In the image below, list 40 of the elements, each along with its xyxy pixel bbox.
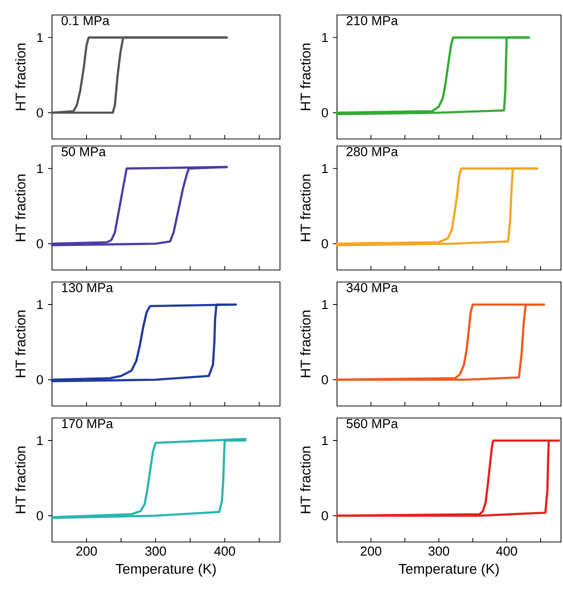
y-axis-title: HT fraction (15, 44, 26, 110)
x-axis-title: Temperature (K) (116, 564, 216, 577)
x-tick-label: 400 (214, 546, 236, 556)
y-tick-label: 1 (322, 300, 328, 310)
x-axis-title: Temperature (K) (398, 564, 499, 577)
x-tick-label: 400 (496, 546, 518, 556)
x-tick-label: 200 (360, 546, 382, 556)
y-tick-label: 1 (37, 436, 43, 446)
y-tick-label: 1 (37, 300, 43, 310)
y-tick-label: 0 (36, 239, 43, 248)
chart-title: 170 MPa (62, 419, 114, 428)
chart-title: 280 MPa (346, 147, 398, 156)
y-tick-label: 1 (37, 164, 43, 174)
y-tick-label: 0 (322, 511, 328, 520)
x-tick-label: 300 (145, 546, 166, 556)
y-tick-label: 1 (322, 33, 328, 42)
y-tick-label: 0 (322, 375, 328, 384)
y-tick-label: 0 (322, 239, 328, 248)
y-axis-title: HT fraction (15, 446, 26, 514)
y-axis-title: HT fraction (15, 174, 26, 242)
y-tick-label: 0 (36, 511, 43, 520)
y-tick-label: 1 (322, 436, 328, 446)
x-tick-label: 300 (428, 546, 450, 556)
y-axis-title: HT fraction (300, 310, 310, 378)
x-tick-label: 200 (76, 546, 97, 556)
chart-title: 0.1 MPa (62, 16, 110, 26)
y-axis-title: HT fraction (15, 310, 26, 378)
y-tick-label: 0 (36, 375, 43, 384)
y-tick-label: 1 (37, 33, 43, 42)
y-axis-title: HT fraction (300, 44, 310, 110)
chart-title: 340 MPa (346, 283, 398, 292)
y-tick-label: 0 (36, 108, 43, 118)
y-axis-title: HT fraction (300, 174, 310, 242)
y-tick-label: 0 (322, 108, 328, 118)
y-tick-label: 1 (322, 164, 328, 174)
y-axis-title: HT fraction (300, 446, 310, 514)
chart-title: 560 MPa (346, 419, 398, 428)
chart-title: 210 MPa (346, 16, 398, 26)
chart-title: 130 MPa (62, 283, 114, 292)
chart-title: 50 MPa (62, 147, 106, 156)
